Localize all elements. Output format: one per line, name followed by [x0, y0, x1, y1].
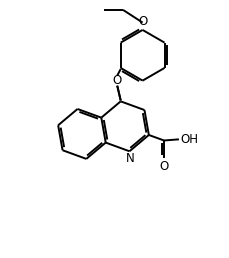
Text: O: O: [137, 15, 147, 28]
Text: O: O: [112, 74, 121, 87]
Text: OH: OH: [179, 133, 197, 146]
Text: N: N: [125, 152, 134, 165]
Text: O: O: [159, 160, 168, 173]
